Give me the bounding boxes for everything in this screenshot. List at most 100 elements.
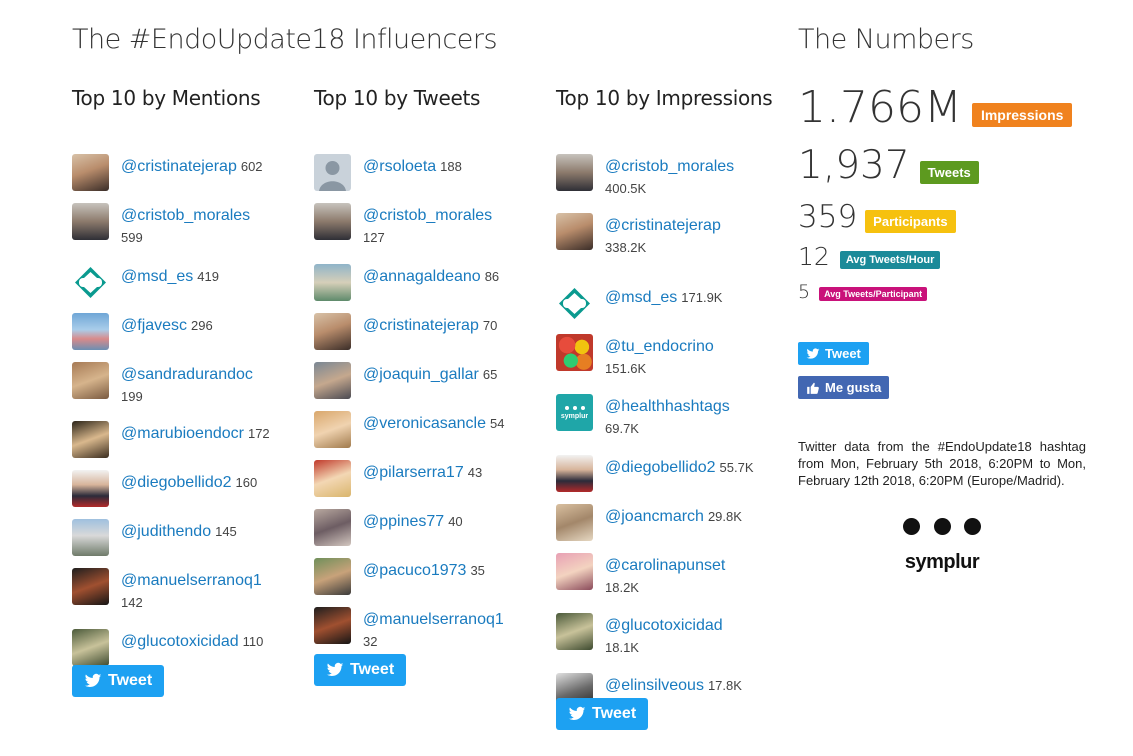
mention-count: 296 xyxy=(191,318,213,333)
tweets-column: Top 10 by Tweets @rsoloeta 188 @cristob_m… xyxy=(314,86,534,724)
user-handle[interactable]: @diegobellido2 xyxy=(605,459,716,476)
user-handle[interactable]: @cristob_morales xyxy=(605,158,735,175)
tweet-button-impressions[interactable]: Tweet xyxy=(556,698,649,730)
avatar[interactable] xyxy=(556,334,593,371)
avatar[interactable] xyxy=(314,362,351,399)
user-handle[interactable]: @manuelserranoq1 xyxy=(363,611,504,628)
user-handle[interactable]: @pacuco1973 xyxy=(363,562,467,579)
avatar[interactable] xyxy=(314,313,351,350)
user-handle[interactable]: @annagaldeano xyxy=(363,268,481,285)
user-handle[interactable]: @ppines77 xyxy=(363,513,445,530)
impressions-badge: Impressions xyxy=(971,102,1073,127)
participants-badge: Participants xyxy=(865,209,956,233)
symplur-avatar-icon[interactable]: symplur xyxy=(556,394,593,431)
avg-hour-badge: Avg Tweets/Hour xyxy=(839,250,941,269)
user-handle[interactable]: @msd_es xyxy=(121,268,194,285)
list-item: @fjavesc 296 xyxy=(72,313,213,350)
avatar[interactable] xyxy=(556,613,593,650)
user-handle[interactable]: @cristinatejerap xyxy=(605,217,721,234)
facebook-like-button[interactable]: Me gusta xyxy=(798,376,890,399)
user-handle[interactable]: @glucotoxicidad xyxy=(121,633,239,650)
impression-count: 29.8K xyxy=(707,509,742,524)
impression-count: 338.2K xyxy=(605,240,647,255)
mention-count: 419 xyxy=(197,269,219,284)
avatar[interactable] xyxy=(72,154,109,191)
thumbs-up-icon xyxy=(807,382,819,394)
avatar[interactable] xyxy=(72,629,109,666)
avatar[interactable] xyxy=(556,213,593,250)
list-item: @cristob_morales 127 xyxy=(314,203,492,246)
tweet-button-tweets[interactable]: Tweet xyxy=(314,654,407,686)
avatar[interactable] xyxy=(72,203,109,240)
user-handle[interactable]: @elinsilveous xyxy=(605,677,704,694)
user-handle[interactable]: @tu_endocrino xyxy=(605,338,714,355)
user-handle[interactable]: @msd_es xyxy=(605,289,678,306)
user-handle[interactable]: @glucotoxicidad xyxy=(605,617,723,634)
avatar[interactable] xyxy=(72,313,109,350)
symplur-logo[interactable]: symplur xyxy=(900,518,984,574)
avatar[interactable] xyxy=(314,558,351,595)
avatar[interactable] xyxy=(314,460,351,497)
avatar[interactable] xyxy=(72,519,109,556)
list-item: @ppines77 40 xyxy=(314,509,463,546)
user-handle[interactable]: @rsoloeta xyxy=(363,158,437,175)
share-tweet-button[interactable]: Tweet xyxy=(798,342,869,365)
twitter-bird-icon xyxy=(568,706,586,721)
impression-count: 400.5K xyxy=(605,181,647,196)
impression-count: 151.6K xyxy=(605,361,647,376)
tweet-button-mentions[interactable]: Tweet xyxy=(72,665,165,697)
list-item: @rsoloeta 188 xyxy=(314,154,462,191)
list-item: @cristinatejerap 338.2K xyxy=(556,213,721,256)
user-handle[interactable]: @marubioendocr xyxy=(121,425,244,442)
user-handle[interactable]: @sandradurandoc xyxy=(121,366,253,383)
avatar[interactable] xyxy=(314,509,351,546)
mention-count: 145 xyxy=(215,524,237,539)
user-handle[interactable]: @diegobellido2 xyxy=(121,474,232,491)
avg-participant-badge: Avg Tweets/Participant xyxy=(819,287,928,301)
list-item: @manuelserranoq1 142 xyxy=(72,568,262,611)
avatar[interactable] xyxy=(314,264,351,301)
stat-participants: 359 Participants xyxy=(798,199,956,235)
msd-logo-icon[interactable] xyxy=(556,285,593,322)
list-item: @marubioendocr 172 xyxy=(72,421,270,458)
list-item: @pacuco1973 35 xyxy=(314,558,485,595)
avatar[interactable] xyxy=(72,421,109,458)
avatar[interactable] xyxy=(72,568,109,605)
user-handle[interactable]: @cristob_morales xyxy=(121,207,251,224)
avatar[interactable] xyxy=(72,470,109,507)
user-handle[interactable]: @pilarserra17 xyxy=(363,464,464,481)
list-item: @cristob_morales 599 xyxy=(72,203,250,246)
user-handle[interactable]: @joaquin_gallar xyxy=(363,366,479,383)
list-item: @pilarserra17 43 xyxy=(314,460,482,497)
avatar[interactable] xyxy=(314,411,351,448)
user-handle[interactable]: @healthhashtags xyxy=(605,398,730,415)
default-avatar-icon[interactable] xyxy=(314,154,351,191)
avg-participant-value: 5 xyxy=(798,281,811,303)
user-handle[interactable]: @manuelserranoq1 xyxy=(121,572,262,589)
user-handle[interactable]: @cristob_morales xyxy=(363,207,493,224)
user-handle[interactable]: @veronicasancle xyxy=(363,415,486,432)
user-handle[interactable]: @cristinatejerap xyxy=(363,317,479,334)
avatar[interactable] xyxy=(72,362,109,399)
msd-logo-icon[interactable] xyxy=(72,264,109,301)
avatar[interactable] xyxy=(314,607,351,644)
avatar[interactable] xyxy=(314,203,351,240)
user-handle[interactable]: @judithendo xyxy=(121,523,212,540)
list-item: @cristinatejerap 70 xyxy=(314,313,497,350)
stat-impressions: 1.766M Impressions xyxy=(798,82,1073,133)
avatar[interactable] xyxy=(556,154,593,191)
mention-count: 172 xyxy=(247,426,270,441)
avatar[interactable] xyxy=(556,504,593,541)
user-handle[interactable]: @fjavesc xyxy=(121,317,188,334)
tweets-badge: Tweets xyxy=(919,161,979,184)
impression-count: 18.2K xyxy=(605,580,639,595)
user-handle[interactable]: @carolinapunset xyxy=(605,557,726,574)
impression-count: 18.1K xyxy=(605,640,639,655)
list-item: @cristob_morales 400.5K xyxy=(556,154,734,197)
impression-count: 171.9K xyxy=(681,290,723,305)
avatar[interactable] xyxy=(556,455,593,492)
user-handle[interactable]: @joancmarch xyxy=(605,508,704,525)
avatar[interactable] xyxy=(556,553,593,590)
user-handle[interactable]: @cristinatejerap xyxy=(121,158,237,175)
data-description: Twitter data from the #EndoUpdate18 hash… xyxy=(798,439,1086,488)
